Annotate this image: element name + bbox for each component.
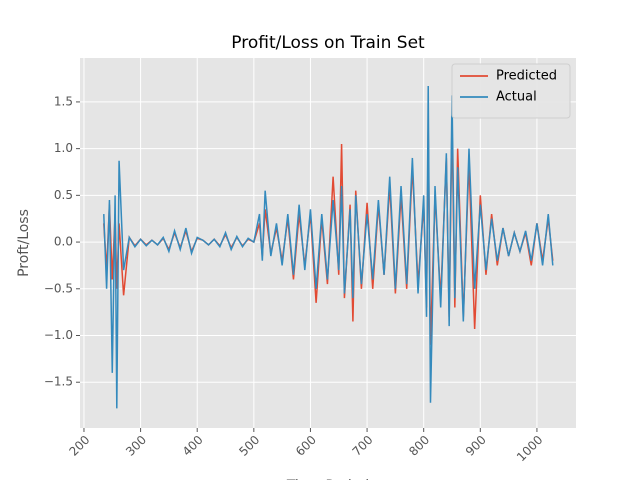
y-axis-label: Proft/Loss (16, 209, 32, 277)
y-tick-label: −0.5 (44, 281, 73, 295)
y-tick-label: 1.5 (54, 94, 73, 108)
x-tick-label: 600 (293, 433, 319, 459)
x-tick-label: 400 (180, 433, 206, 459)
plot-area (80, 58, 576, 428)
y-tick-label: −1.5 (44, 375, 73, 389)
chart-title: Profit/Loss on Train Set (231, 33, 425, 53)
y-tick-label: −1.0 (44, 328, 73, 342)
y-tick-label: 0.0 (54, 235, 73, 249)
x-tick-label: 800 (406, 433, 432, 459)
legend-label: Actual (496, 90, 537, 105)
x-tick-label: 1000 (514, 433, 545, 464)
y-tick-label: 1.0 (54, 141, 73, 155)
x-tick-label: 900 (463, 433, 489, 459)
x-tick-label: 500 (236, 433, 262, 459)
legend-box (451, 63, 571, 119)
legend-label: Predicted (496, 69, 557, 84)
grid (80, 58, 576, 428)
x-tick-label: 300 (123, 433, 149, 459)
lines (103, 86, 554, 409)
legend: Predicted Actual (451, 63, 571, 119)
x-tick-label: 200 (66, 433, 92, 459)
x-tick-label: 700 (350, 433, 376, 459)
line-series (103, 86, 554, 409)
y-tick-label: 0.5 (54, 188, 73, 202)
x-axis-label: Time Period (286, 478, 369, 480)
